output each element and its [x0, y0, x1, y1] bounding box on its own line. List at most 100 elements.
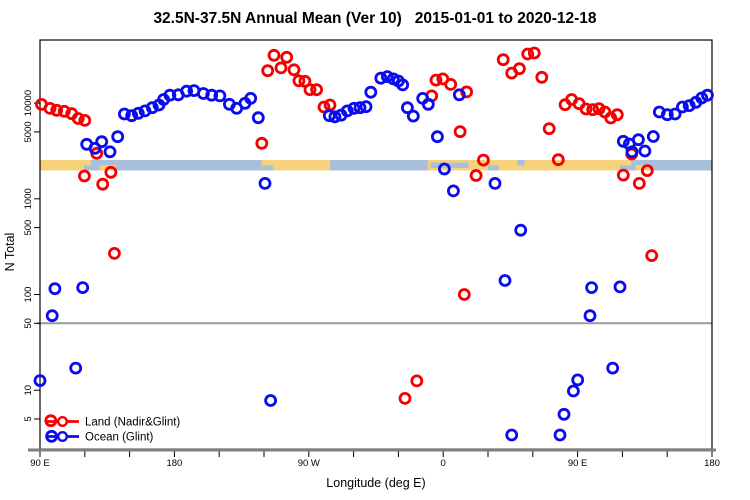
- legend-marker-circle: [57, 431, 69, 443]
- land-data-point: [78, 114, 92, 127]
- ocean-data-point: [553, 428, 567, 442]
- ocean-data-point: [251, 111, 265, 125]
- land-data-point: [453, 125, 467, 139]
- surface-band-water-inset: [262, 165, 273, 171]
- land-data-point: [457, 288, 471, 301]
- land-data-point: [444, 78, 458, 91]
- land-data-point: [551, 153, 565, 167]
- land-data-point: [496, 53, 510, 67]
- land-data-point: [645, 249, 659, 263]
- land-data-point: [476, 153, 490, 167]
- x-tick-label: 90 E: [568, 458, 588, 469]
- plot-border: [39, 39, 713, 450]
- land-data-point: [632, 176, 646, 190]
- y-tick-label: 500: [23, 220, 34, 236]
- ocean-data-point: [264, 394, 278, 407]
- ocean-data-point: [585, 281, 598, 295]
- land-data-point: [535, 70, 549, 84]
- land-data-point: [274, 61, 288, 75]
- ocean-data-point: [33, 374, 47, 388]
- land-data-point: [513, 62, 526, 76]
- ocean-data-point: [359, 100, 373, 114]
- legend-label: Ocean (Glint): [85, 432, 154, 444]
- ocean-data-point: [505, 428, 519, 442]
- ocean-data-point: [616, 134, 630, 148]
- land-data-point: [96, 177, 110, 191]
- land-data-point: [287, 63, 301, 77]
- land-data-point: [317, 100, 331, 114]
- land-data-point: [586, 103, 600, 117]
- y-tick-label: 5000: [23, 121, 34, 142]
- ocean-data-point: [69, 361, 83, 375]
- surface-band-water-inset: [488, 165, 499, 171]
- ocean-data-point: [364, 85, 378, 99]
- land-data-point: [43, 102, 57, 115]
- ocean-data-point: [676, 100, 689, 114]
- ocean-data-point: [213, 89, 227, 103]
- land-data-point: [469, 169, 483, 182]
- y-tick-label: 100: [23, 287, 34, 303]
- ocean-data-point: [557, 407, 571, 421]
- ocean-data-point: [638, 144, 652, 158]
- ocean-data-point: [567, 384, 580, 398]
- x-axis-title: Longitude (deg E): [326, 476, 425, 490]
- ocean-data-point: [145, 101, 159, 115]
- ocean-data-point: [421, 97, 435, 111]
- land-data-point: [57, 104, 71, 118]
- ocean-data-point: [632, 133, 645, 147]
- ocean-data-point: [380, 70, 394, 83]
- ocean-data-point: [437, 162, 451, 176]
- ocean-data-point: [347, 101, 361, 115]
- land-data-point: [104, 165, 118, 179]
- y-tick-label: 5: [23, 416, 34, 421]
- ocean-data-point: [396, 78, 410, 92]
- ocean-data-point: [668, 107, 682, 121]
- ocean-data-point: [88, 141, 102, 155]
- ocean-data-point: [258, 176, 272, 190]
- ocean-data-point: [131, 106, 145, 120]
- ocean-data-point: [660, 108, 674, 122]
- land-data-point: [460, 85, 474, 99]
- ocean-data-point: [125, 109, 139, 123]
- ocean-data-point: [118, 107, 131, 121]
- land-data-point: [521, 47, 535, 61]
- land-data-point: [292, 74, 306, 88]
- ocean-data-point: [583, 309, 597, 323]
- land-data-point: [640, 164, 654, 178]
- x-tick-label: 90 W: [298, 458, 320, 469]
- ocean-data-point: [452, 88, 466, 102]
- x-tick-label: 0: [441, 458, 446, 469]
- land-data-point: [310, 83, 324, 97]
- ocean-data-point: [48, 282, 62, 296]
- ocean-data-point: [498, 274, 512, 287]
- ocean-data-point: [322, 109, 336, 123]
- y-axis-title: N Total: [3, 233, 17, 272]
- ocean-data-point: [244, 92, 258, 105]
- land-data-point: [410, 374, 424, 388]
- legend-marker-circle: [57, 416, 69, 428]
- land-data-point: [429, 73, 443, 87]
- land-data-point: [261, 64, 275, 78]
- surface-band-land-segment: [84, 160, 91, 166]
- ocean-data-point: [571, 373, 585, 387]
- land-data-point: [71, 112, 85, 125]
- ocean-data-point: [196, 87, 210, 100]
- land-data-point: [303, 83, 317, 97]
- surface-band-land-segment: [261, 160, 331, 171]
- ocean-data-point: [606, 361, 620, 375]
- surface-band-water-inset: [517, 160, 525, 166]
- ocean-data-point: [400, 101, 414, 115]
- land-data-point: [108, 246, 121, 260]
- ocean-data-point: [701, 88, 714, 102]
- land-data-point: [267, 48, 281, 62]
- x-tick-label: 90 E: [30, 458, 50, 469]
- land-data-point: [579, 102, 593, 116]
- ocean-data-point: [95, 135, 109, 149]
- ocean-data-point: [340, 104, 354, 118]
- ocean-data-point: [613, 280, 627, 294]
- y-tick-label: 1000: [23, 188, 34, 209]
- land-data-point: [610, 108, 624, 122]
- ocean-data-point: [353, 101, 367, 115]
